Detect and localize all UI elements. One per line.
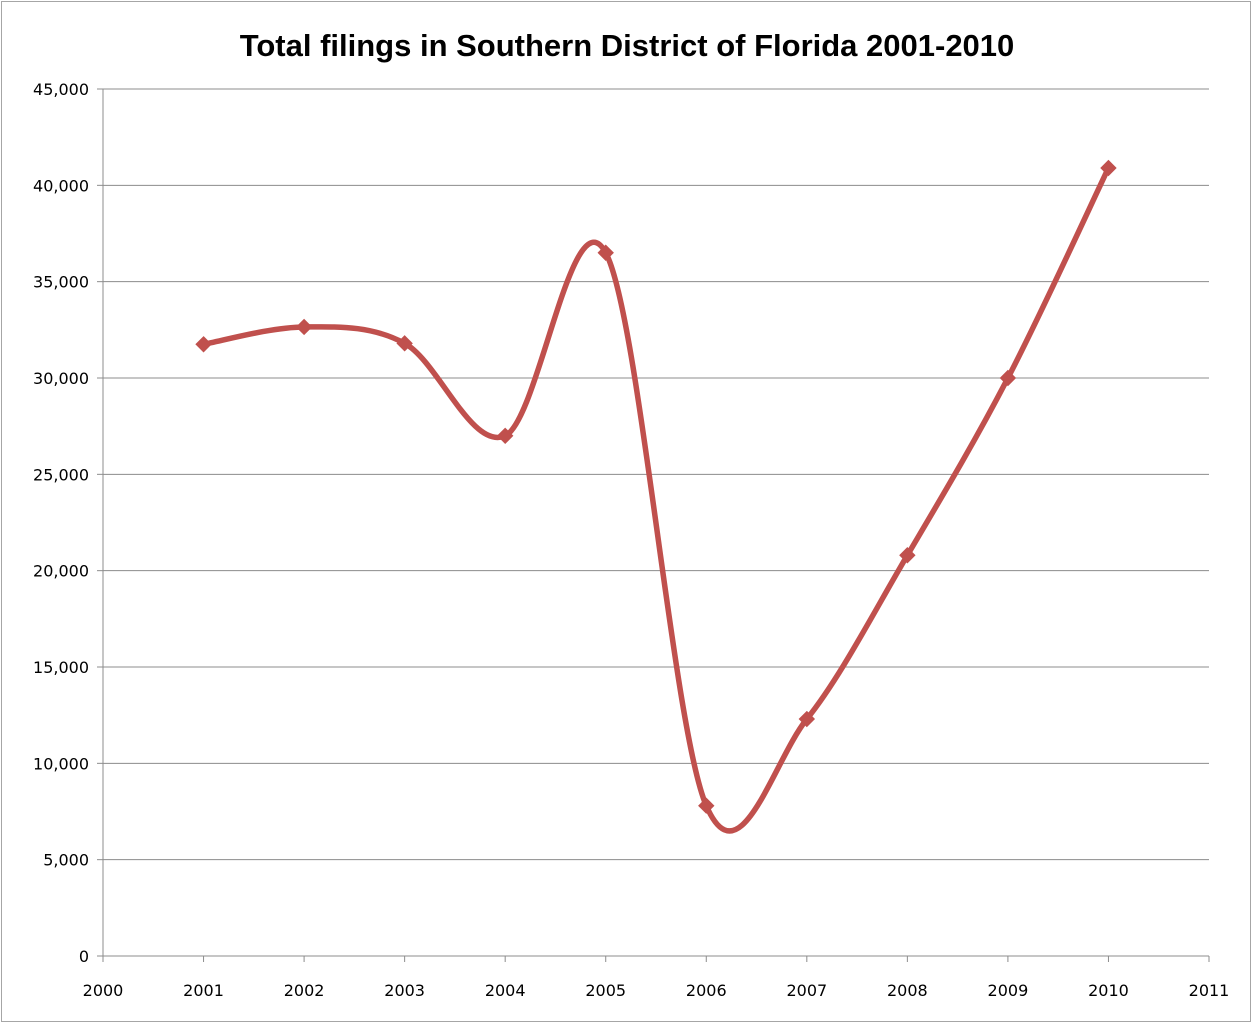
chart-title: Total filings in Southern District of Fl… — [240, 28, 1015, 63]
y-tick-label: 40,000 — [33, 176, 89, 195]
y-tick-label: 20,000 — [33, 562, 89, 581]
data-point-marker — [899, 547, 916, 564]
data-point-marker — [597, 244, 614, 261]
grid-lines — [103, 88, 1209, 861]
y-tick-label: 25,000 — [33, 465, 89, 484]
data-point-marker — [798, 710, 816, 728]
y-tick-label: 30,000 — [33, 369, 89, 388]
y-tick-label: 10,000 — [33, 754, 89, 773]
x-tick-label: 2010 — [1088, 981, 1129, 1000]
x-tick-label: 2000 — [83, 981, 124, 1000]
x-tick-label: 2008 — [887, 981, 928, 1000]
data-point-marker — [295, 318, 313, 336]
data-point-marker — [999, 369, 1017, 387]
x-tick-label: 2011 — [1189, 981, 1230, 1000]
series-line — [200, 165, 1112, 834]
y-tick-label: 45,000 — [33, 80, 89, 99]
x-tick-label: 2005 — [585, 981, 626, 1000]
x-tick-label: 2006 — [686, 981, 727, 1000]
x-tick-label: 2007 — [786, 981, 827, 1000]
y-tick-label: 15,000 — [33, 658, 89, 677]
x-tick-label: 2004 — [485, 981, 526, 1000]
axes — [102, 89, 1209, 957]
y-axis-ticks: 0 5,000 10,000 15,000 20,000 25,000 30,000 35,0… — [33, 80, 103, 966]
data-point-marker — [1100, 159, 1117, 177]
x-tick-label: 2001 — [183, 981, 224, 1000]
data-point-marker — [698, 797, 715, 814]
y-tick-label: 0 — [79, 947, 89, 966]
data-point-marker — [396, 335, 413, 352]
x-axis-ticks: 2000 2001 2002 2003 2004 2005 2006 2007 2008 2009… — [83, 956, 1230, 1000]
x-tick-label: 2002 — [284, 981, 325, 1000]
series-layer — [195, 159, 1117, 834]
data-point-marker — [195, 336, 212, 353]
y-tick-label: 5,000 — [43, 851, 89, 870]
x-tick-label: 2009 — [988, 981, 1029, 1000]
y-tick-label: 35,000 — [33, 273, 89, 292]
x-tick-label: 2003 — [384, 981, 425, 1000]
data-point-marker — [496, 427, 514, 445]
